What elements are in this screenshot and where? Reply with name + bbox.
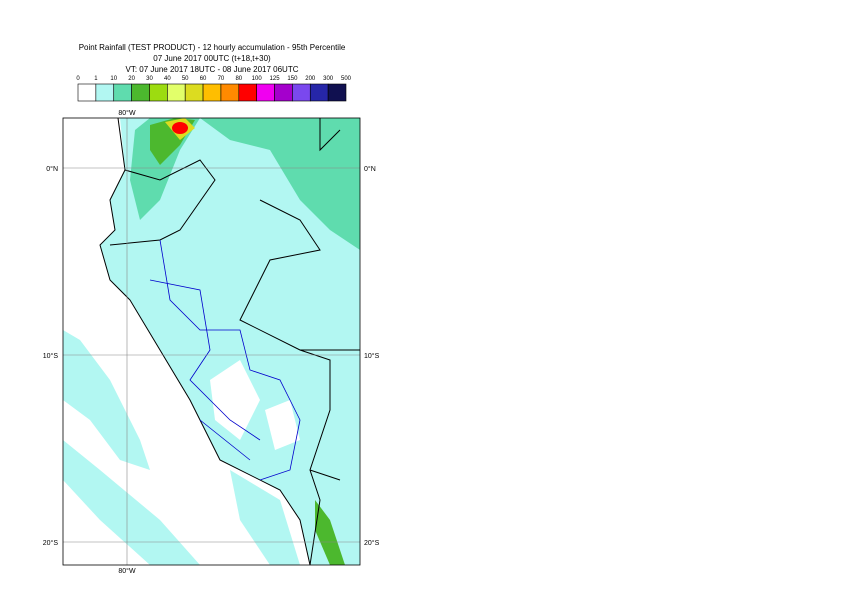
colorbar-label: 30 [146,76,153,82]
colorbar-label: 80 [235,76,242,82]
colorbar-label: 50 [182,76,189,82]
colorbar-box [77,83,97,102]
map-frame [62,117,361,566]
colorbar-label: 60 [200,76,207,82]
lon-label: 80°W [118,109,136,117]
map: 80°W 80°W 0°N 0°N 10°S 10°S 20°S 20°S [43,109,380,575]
colorbar-box [274,83,293,102]
colorbar: 0 1 10 20 30 40 50 60 70 80 100 125 150 200 300 500 [76,76,352,102]
colorbar-box [131,83,150,102]
rain-area [315,500,345,565]
rain-area [172,122,188,134]
colorbar-label: 200 [305,76,316,82]
colorbar-box [256,83,275,102]
rain-area [63,440,200,565]
colorbar-box [202,83,222,102]
rain-area [200,118,360,250]
colorbar-box [309,83,329,102]
title-block: Point Rainfall (TEST PRODUCT) - 12 hourl… [79,43,346,74]
colorbar-label: 40 [164,76,171,82]
colorbar-label: 70 [218,76,225,82]
lon-label: 80°W [118,567,136,575]
title: Point Rainfall (TEST PRODUCT) - 12 hourl… [79,43,346,52]
lat-label: 10°S [43,352,59,360]
dry-area [210,360,260,440]
colorbar-box [113,83,132,102]
colorbar-label: 20 [128,76,135,82]
colorbar-box [220,83,240,102]
lat-label: 0°N [364,165,376,173]
rain-area [63,330,150,470]
colorbar-label: 300 [323,76,334,82]
colorbar-label: 100 [252,76,263,82]
border [109,118,360,565]
region-border [149,239,301,481]
colorbar-box [167,83,186,102]
rain-area [130,118,200,220]
lat-label: 20°S [43,539,59,547]
colorbar-label: 125 [270,76,281,82]
colorbar-box [149,83,168,102]
land-rain [100,118,360,565]
colorbar-label: 1 [94,76,98,82]
colorbar-box [292,83,311,102]
rain-area [230,470,300,565]
colorbar-box [184,83,204,102]
colorbar-box [327,83,347,102]
colorbar-label: 0 [76,76,80,82]
lat-label: 10°S [364,352,380,360]
colorbar-label: 150 [287,76,298,82]
dry-area [265,400,300,450]
lat-label: 20°S [364,539,380,547]
colorbar-label: 10 [110,76,117,82]
colorbar-box [95,83,115,102]
colorbar-box [238,83,257,102]
coastline [99,118,311,565]
colorbar-label: 500 [341,76,352,82]
subtitle: 07 June 2017 00UTC (t+18,t+30) [153,54,271,63]
lat-label: 0°N [46,165,58,173]
subtitle: VT: 07 June 2017 18UTC - 08 June 2017 06… [126,65,299,74]
